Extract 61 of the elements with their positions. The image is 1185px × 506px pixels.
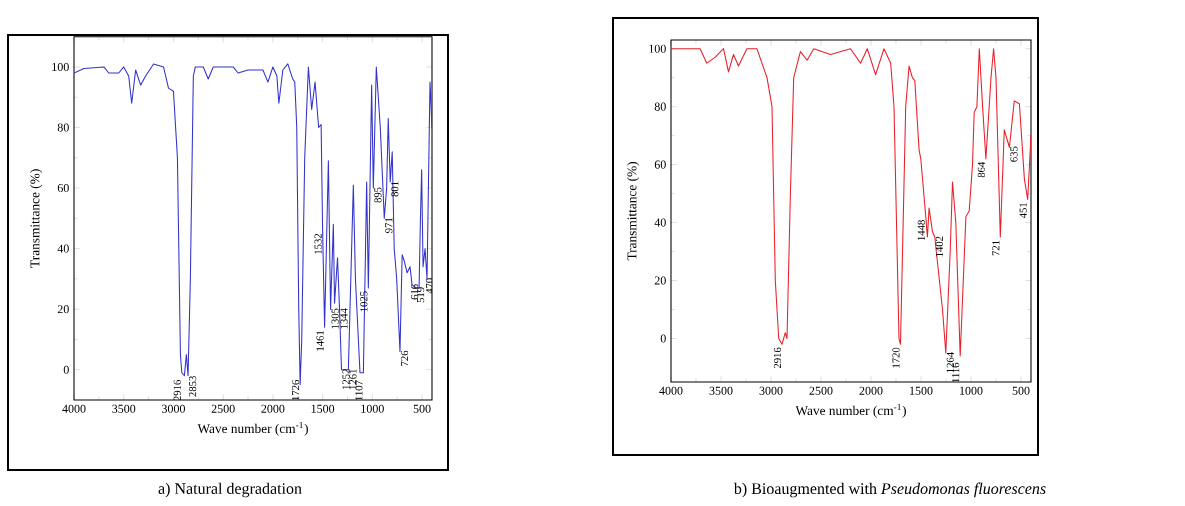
x-tick-label: 2500 <box>211 404 235 413</box>
text: a) Natural degradation <box>158 482 302 498</box>
annotation: 1402 <box>935 236 943 257</box>
annotation: 1726 <box>292 380 300 401</box>
y-tick-label: 20 <box>57 305 69 314</box>
y-tick-label: 80 <box>654 102 666 111</box>
x-tick-label: 2000 <box>859 386 883 395</box>
annotation: 1252 <box>342 369 350 390</box>
annotation: 1720 <box>892 347 900 368</box>
annotation: 2916 <box>773 347 782 369</box>
annotation: 1305 <box>331 308 339 329</box>
annotation: 635 <box>1010 146 1018 162</box>
annotation: 1448 <box>917 220 925 241</box>
y-tick-label: 0 <box>660 334 666 343</box>
x-tick-label: 4000 <box>659 386 683 395</box>
y-tick-label: 100 <box>52 62 69 72</box>
annotation: 1025 <box>360 291 368 312</box>
annotation: 519 <box>417 287 425 303</box>
x-tick-label: 500 <box>413 404 431 413</box>
x-tick-label: 3500 <box>112 404 136 413</box>
x-axis-title: Wave number (cm$^{-1}$) <box>197 421 308 436</box>
x-tick-label: 1000 <box>361 404 384 413</box>
y-tick-label: 80 <box>57 123 69 132</box>
annotation: 451 <box>1019 202 1027 219</box>
x-tick-label: 1500 <box>910 386 933 395</box>
x-axis-title: Wave number (cm$^{-1}$) <box>795 403 906 418</box>
y-tick-label: 60 <box>57 184 69 193</box>
annotation: 616 <box>410 284 419 300</box>
y-tick-label: 100 <box>649 44 666 53</box>
annotation: 726 <box>400 350 409 366</box>
annotation: 801 <box>391 181 399 197</box>
x-tick-label: 1500 <box>311 404 335 413</box>
x-tick-label: 3000 <box>759 386 783 395</box>
x-tick-label: 4000 <box>62 404 86 413</box>
x-tick-label: 2000 <box>261 404 285 413</box>
x-tick-label: 500 <box>1012 386 1030 395</box>
y-axis-title: Transmittance (%) <box>30 169 43 268</box>
annotation: 1261 <box>349 369 357 390</box>
text: b) Bioaugmented with Pseudomonas fluorescens <box>733 482 1046 498</box>
annotation: 1116 <box>952 362 960 383</box>
y-tick-label: 60 <box>654 160 666 169</box>
annotation: 2916 <box>173 380 181 401</box>
x-tick-label: 3000 <box>162 404 185 413</box>
y-tick-label: 40 <box>654 218 666 227</box>
annotation: 1264 <box>946 352 954 373</box>
x-tick-label: 3500 <box>709 386 733 395</box>
x-tick-label: 1000 <box>960 386 983 395</box>
x-tick-label: 2500 <box>809 386 833 395</box>
y-tick-label: 20 <box>654 276 666 285</box>
y-tick-label: 40 <box>57 244 69 253</box>
annotation: 1461 <box>316 330 324 351</box>
annotation: 2853 <box>189 376 197 397</box>
annotation: 895 <box>374 187 382 203</box>
annotation: 721 <box>992 240 1000 256</box>
annotation: 864 <box>977 161 985 178</box>
y-axis-title: Transmittance (%) <box>627 162 640 261</box>
y-tick-label: 0 <box>63 365 69 374</box>
annotation: 1107 <box>355 380 363 401</box>
annotation: 971 <box>385 217 393 233</box>
annotation: 1344 <box>340 308 348 329</box>
annotation: 1532 <box>314 233 322 254</box>
